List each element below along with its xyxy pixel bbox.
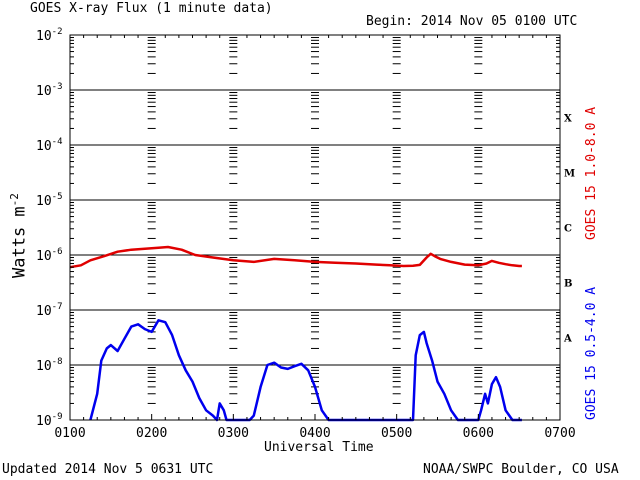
data-source: NOAA/SWPC Boulder, CO USA — [423, 462, 619, 477]
flare-class-c: C — [564, 224, 572, 235]
flare-class-b: B — [564, 279, 572, 290]
x-tick-label: 0700 — [544, 426, 575, 441]
x-tick-label: 0300 — [218, 426, 249, 441]
legend-short-channel: GOES 15 0.5-4.0 A — [584, 286, 599, 420]
flare-class-x: X — [564, 114, 572, 125]
y-axis-label-text: Watts m — [9, 206, 30, 278]
flare-class-a: A — [563, 334, 572, 345]
y-tick-label: 10-7 — [36, 302, 63, 319]
y-tick-label: 10-5 — [36, 192, 63, 209]
y-tick-label: 10-9 — [36, 412, 63, 429]
x-tick-label: 0500 — [381, 426, 412, 441]
chart-title: GOES X-ray Flux (1 minute data) — [30, 1, 273, 16]
y-tick-label: 10-3 — [36, 82, 63, 99]
y-axis-label: Watts m-2 — [8, 193, 30, 278]
flare-class-m: M — [564, 169, 575, 180]
y-tick-label: 10-6 — [36, 247, 63, 264]
y-tick-label: 10-2 — [36, 27, 63, 44]
x-tick-label: 0400 — [299, 426, 330, 441]
y-tick-label: 10-8 — [36, 357, 63, 374]
x-tick-label: 0600 — [463, 426, 494, 441]
y-axis-label-exponent: -2 — [8, 193, 21, 207]
legend-long-channel: GOES 15 1.0-8.0 A — [584, 106, 599, 240]
x-tick-label: 0100 — [54, 426, 85, 441]
y-tick-label: 10-4 — [36, 137, 63, 154]
series-long-channel — [69, 245, 522, 269]
x-tick-label: 0200 — [136, 426, 167, 441]
updated-time: Updated 2014 Nov 5 0631 UTC — [2, 462, 214, 477]
begin-time: Begin: 2014 Nov 05 0100 UTC — [366, 14, 578, 29]
x-axis-label: Universal Time — [264, 440, 374, 455]
